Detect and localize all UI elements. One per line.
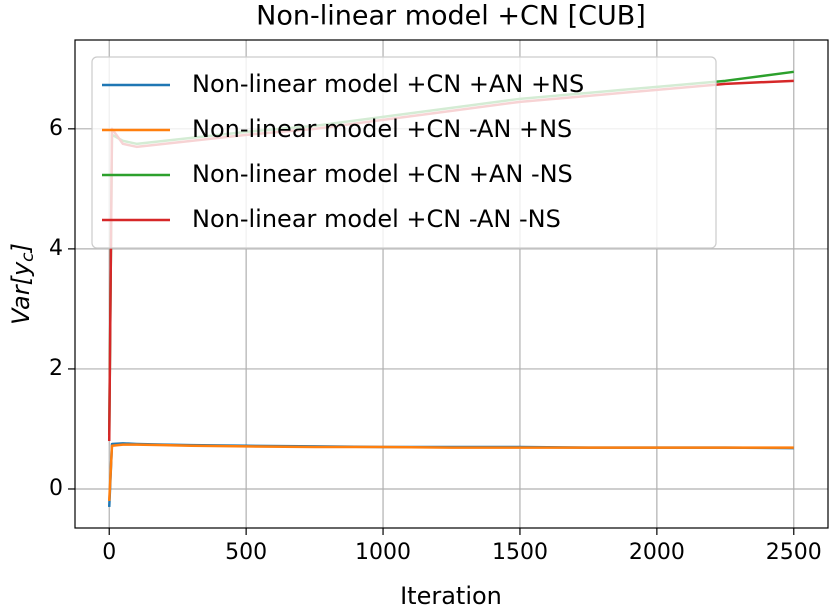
x-tick-label: 2500 (766, 540, 822, 565)
legend-box (91, 56, 717, 249)
legend-label: Non-linear model +CN +AN +NS (192, 70, 584, 98)
y-tick-label: 0 (49, 476, 63, 501)
y-tick-label: 4 (49, 236, 63, 261)
data-line (107, 442, 794, 508)
data-line (107, 443, 794, 502)
x-tick-label: 1000 (355, 540, 411, 565)
y-tick-label: 2 (49, 356, 63, 381)
x-axis-label: Iteration (400, 582, 502, 610)
legend-label: Non-linear model +CN -AN +NS (192, 115, 572, 143)
legend-label: Non-linear model +CN -AN -NS (192, 205, 561, 233)
chart-title: Non-linear model +CN [CUB] (256, 1, 646, 32)
x-tick-label: 0 (102, 540, 116, 565)
x-tick-label: 2000 (629, 540, 685, 565)
y-axis-label: Var[yc] (7, 243, 38, 325)
y-tick-label: 6 (49, 116, 63, 141)
plot-frame (74, 39, 829, 529)
x-tick-label: 500 (225, 540, 267, 565)
x-tick-label: 1500 (492, 540, 548, 565)
legend-label: Non-linear model +CN +AN -NS (192, 160, 573, 188)
